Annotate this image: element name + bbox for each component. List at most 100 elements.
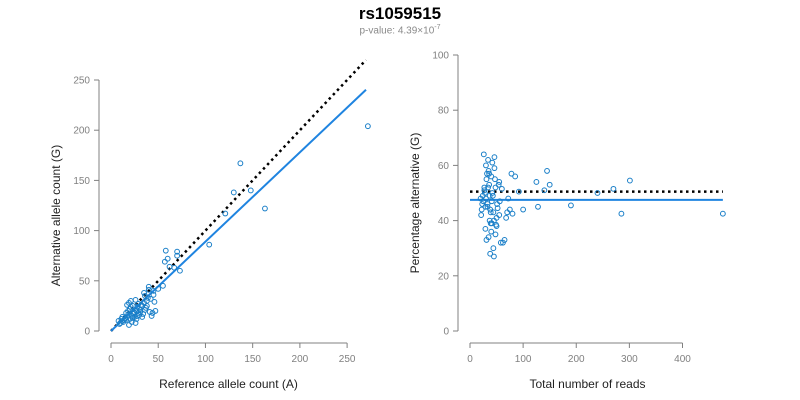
data-point-1 xyxy=(148,313,155,319)
data-point-2 xyxy=(520,206,527,213)
data-point-2 xyxy=(546,181,553,188)
data-point-2 xyxy=(493,223,500,230)
data-point-2 xyxy=(489,192,496,199)
data-point-2 xyxy=(477,195,484,202)
y-tick-label-1: 200 xyxy=(73,126,90,137)
x-axis-label-1: Reference allele count (A) xyxy=(159,377,298,391)
data-point-2 xyxy=(491,165,498,172)
data-point-1 xyxy=(222,210,229,217)
data-point-2 xyxy=(491,154,498,161)
reference-line-1 xyxy=(110,59,367,332)
data-point-2 xyxy=(497,239,504,246)
data-point-1 xyxy=(364,123,371,130)
data-point-1 xyxy=(124,301,130,308)
data-point-1 xyxy=(126,322,132,328)
y-tick-label-2: 100 xyxy=(432,51,449,62)
data-point-1 xyxy=(177,267,183,274)
x-tick-label-1: 0 xyxy=(108,354,114,365)
data-point-2 xyxy=(594,190,601,196)
y-tick-label-2: 40 xyxy=(438,216,450,227)
x-tick-label-2: 400 xyxy=(674,354,691,365)
data-point-2 xyxy=(504,209,511,216)
data-point-1 xyxy=(144,294,151,301)
data-point-2 xyxy=(489,159,496,166)
data-point-1 xyxy=(164,255,171,262)
data-point-2 xyxy=(503,214,510,221)
data-point-2 xyxy=(508,170,515,177)
data-point-1 xyxy=(142,307,148,313)
y-tick-label-1: 100 xyxy=(73,226,90,237)
data-point-1 xyxy=(135,300,142,307)
x-tick-label-1: 200 xyxy=(292,354,309,365)
data-point-2 xyxy=(480,151,487,158)
data-point-1 xyxy=(129,315,136,321)
data-point-1 xyxy=(262,205,268,212)
data-point-1 xyxy=(162,247,169,254)
y-tick-label-1: 0 xyxy=(84,327,90,338)
data-point-2 xyxy=(492,231,499,238)
data-point-2 xyxy=(498,185,505,192)
data-point-1 xyxy=(151,298,158,305)
data-point-2 xyxy=(492,176,498,183)
data-point-1 xyxy=(145,283,152,290)
y-axis-label-2: Percentage alternative (G) xyxy=(408,133,422,274)
data-point-1 xyxy=(135,310,142,316)
data-point-1 xyxy=(132,296,139,303)
data-point-1 xyxy=(155,285,162,292)
data-point-2 xyxy=(512,173,519,180)
y-tick-label-2: 0 xyxy=(443,327,449,338)
y-tick-label-1: 50 xyxy=(79,276,91,287)
x-tick-label-1: 150 xyxy=(244,354,261,365)
data-point-2 xyxy=(496,179,503,185)
data-point-2 xyxy=(481,187,488,194)
data-point-2 xyxy=(487,220,494,227)
data-point-2 xyxy=(481,184,488,191)
data-point-1 xyxy=(161,258,168,265)
chart-subtitle: p-value: 4.39×10-7 xyxy=(0,24,800,36)
data-point-1 xyxy=(125,308,131,314)
data-point-2 xyxy=(479,201,486,207)
data-point-2 xyxy=(515,188,522,195)
data-point-2 xyxy=(541,187,548,194)
data-point-2 xyxy=(478,206,485,213)
data-point-2 xyxy=(494,205,501,212)
x-axis-label-2: Total number of reads xyxy=(529,377,645,391)
x-tick-label-1: 250 xyxy=(339,354,356,365)
data-point-2 xyxy=(486,170,493,177)
y-tick-label-1: 150 xyxy=(73,176,90,187)
data-point-1 xyxy=(123,317,130,323)
data-point-2 xyxy=(485,156,491,163)
data-point-2 xyxy=(618,210,625,217)
data-point-2 xyxy=(544,168,550,174)
data-point-2 xyxy=(505,195,512,202)
p-value-text: p-value: 4.39×10 xyxy=(359,25,435,37)
data-point-2 xyxy=(535,203,541,210)
data-point-2 xyxy=(484,203,491,210)
data-point-2 xyxy=(491,253,497,260)
data-point-1 xyxy=(150,291,157,298)
data-point-2 xyxy=(490,209,497,216)
x-tick-label-2: 100 xyxy=(515,354,532,365)
data-point-2 xyxy=(494,201,500,207)
data-point-2 xyxy=(483,237,490,243)
data-point-1 xyxy=(206,241,213,248)
x-tick-label-2: 300 xyxy=(621,354,638,365)
x-tick-label-2: 200 xyxy=(568,354,585,365)
data-point-2 xyxy=(478,212,485,218)
data-point-2 xyxy=(485,184,491,191)
data-point-1 xyxy=(119,314,126,320)
data-point-1 xyxy=(134,313,141,319)
data-point-1 xyxy=(132,320,139,326)
data-point-1 xyxy=(247,187,254,194)
data-point-2 xyxy=(484,170,490,177)
data-point-1 xyxy=(116,321,123,327)
x-tick-label-2: 0 xyxy=(467,354,473,365)
data-point-2 xyxy=(490,245,497,252)
data-point-2 xyxy=(486,192,493,199)
y-tick-label-2: 80 xyxy=(438,106,450,117)
data-point-2 xyxy=(500,239,506,246)
data-point-2 xyxy=(483,195,489,202)
data-point-2 xyxy=(719,210,726,217)
data-point-2 xyxy=(486,217,493,224)
